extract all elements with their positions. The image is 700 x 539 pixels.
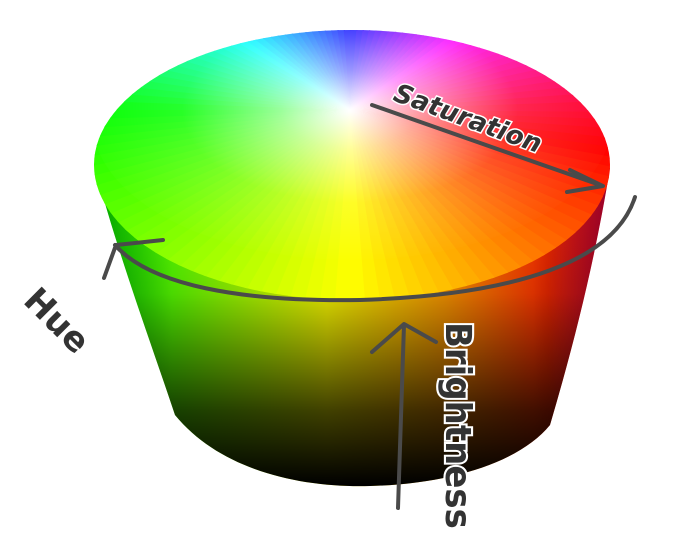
brightness-arrow-head: [370, 322, 438, 354]
saturation-center-glow: [94, 30, 610, 260]
brightness-label: Brightness: [437, 322, 478, 529]
saturation-arrow-head: [565, 168, 605, 194]
brightness-arrow: [396, 323, 406, 510]
saturation-arrow: [370, 103, 602, 187]
cylinder-top: [94, 30, 610, 300]
hue-label: Hue: [16, 280, 98, 362]
hue-arrow: [113, 195, 637, 303]
hue-arrow-head: [102, 238, 165, 280]
